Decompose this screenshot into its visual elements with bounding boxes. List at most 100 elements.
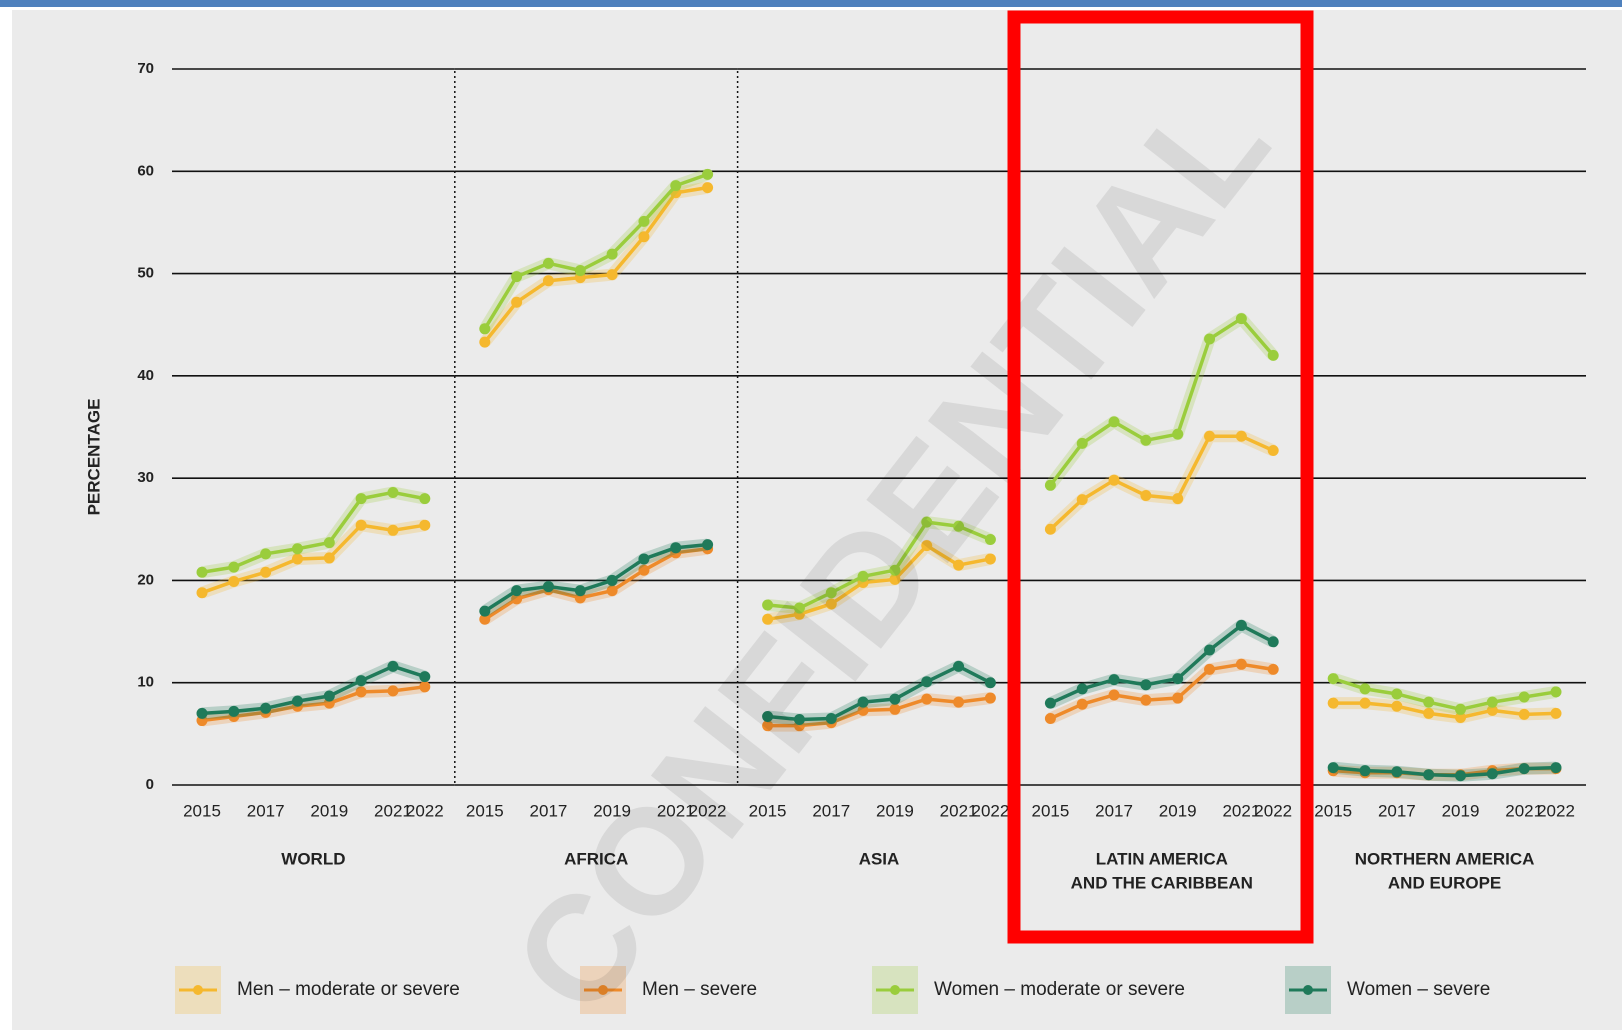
data-point [1267,445,1279,457]
data-point [984,553,996,565]
data-point [1044,713,1056,725]
data-point [921,516,933,528]
data-point [1108,416,1120,428]
data-point [355,493,367,505]
data-point [323,552,335,564]
data-point [953,559,965,571]
x-tick-label: 2021 [1222,801,1260,820]
data-point [511,271,523,283]
y-tick-label: 0 [146,776,154,793]
data-point [1391,700,1403,712]
data-point [419,519,431,531]
data-point [1359,697,1371,709]
data-point [1486,704,1498,716]
x-tick-label: 2019 [1159,801,1197,820]
data-point [260,702,272,714]
data-point [1267,349,1279,361]
data-point [1204,333,1216,345]
data-point [1486,768,1498,780]
data-point [479,323,491,335]
data-point [542,257,554,269]
data-point [762,599,774,611]
data-point [857,696,869,708]
data-point [984,692,996,704]
data-point [606,585,618,597]
data-point [1550,707,1562,719]
highlight-box [1007,10,1314,944]
data-point [889,703,901,715]
x-tick-label: 2019 [1442,801,1480,820]
data-point [355,686,367,698]
data-point [1327,762,1339,774]
data-point [387,486,399,498]
data-point [1140,694,1152,706]
x-tick-label: 2019 [310,801,348,820]
data-point [574,585,586,597]
x-tick-label: 2015 [183,801,221,820]
data-point [1204,430,1216,442]
data-point [857,570,869,582]
panel-title: ASIA [859,849,900,868]
data-point [825,713,837,725]
data-point [542,275,554,287]
data-point [762,720,774,732]
data-point [323,537,335,549]
series-line [483,546,708,621]
x-tick-label: 2021 [1505,801,1543,820]
data-point [702,182,714,194]
data-point [228,561,240,573]
x-tick-label: 2017 [530,801,568,820]
data-point [1235,430,1247,442]
data-point [228,705,240,717]
data-point [762,710,774,722]
y-tick-label: 20 [137,571,154,588]
data-point [670,542,682,554]
data-point [511,585,523,597]
data-point [889,564,901,576]
data-point [953,520,965,532]
data-point [953,696,965,708]
series-line [483,172,709,330]
data-point [419,681,431,693]
data-point [921,676,933,688]
background [12,10,1622,1030]
data-point [1391,766,1403,778]
data-point [857,704,869,716]
legend-swatch-dot [1303,985,1313,995]
legend-label: Women – severe [1347,979,1490,1000]
data-point [542,581,554,593]
data-point [825,598,837,610]
data-point [670,180,682,192]
data-point [1172,428,1184,440]
y-tick-label: 50 [137,265,154,282]
data-point [419,671,431,683]
data-point [1204,663,1216,675]
data-point [921,693,933,705]
x-tick-label: 2015 [1314,801,1352,820]
data-point [984,534,996,546]
series-line [767,543,991,622]
data-point [291,553,303,565]
data-point [387,524,399,536]
data-point [196,566,208,578]
data-point [1359,683,1371,695]
panel-title: AFRICA [564,849,628,868]
series-line [1049,316,1275,487]
data-point [1267,636,1279,648]
x-tick-label: 2021 [657,801,695,820]
data-point [1076,698,1088,710]
y-tick-label: 30 [137,469,154,486]
x-tick-label: 2015 [1031,801,1069,820]
data-point [1140,434,1152,446]
data-point [1327,697,1339,709]
data-point [260,566,272,578]
data-point [1327,673,1339,685]
data-point [387,685,399,697]
data-point [1044,479,1056,491]
data-point [1550,686,1562,698]
data-point [1455,770,1467,782]
data-point [702,539,714,551]
